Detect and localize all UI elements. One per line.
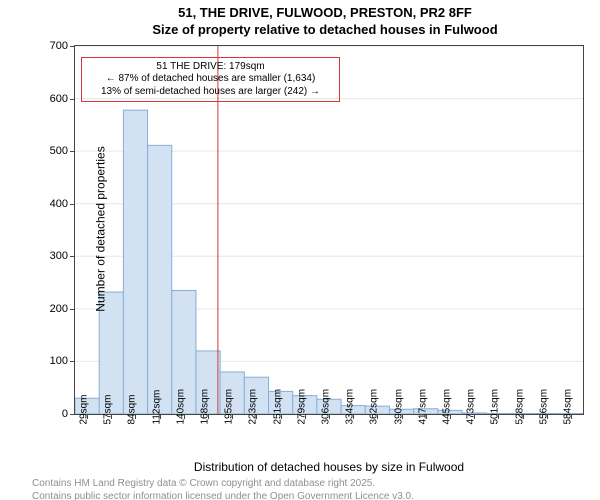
y-axis-label: Number of detached properties [94,146,108,311]
y-tick-label: 100 [38,355,68,367]
title-line-2: Size of property relative to detached ho… [60,22,590,37]
y-tick-label: 600 [38,93,68,105]
annotation-box: 51 THE DRIVE: 179sqm ← 87% of detached h… [81,57,340,103]
footnote: Contains HM Land Registry data © Crown c… [32,478,414,500]
x-axis-label: Distribution of detached houses by size … [74,460,584,474]
title-line-1: 51, THE DRIVE, FULWOOD, PRESTON, PR2 8FF [60,5,590,20]
chart-container: 51, THE DRIVE, FULWOOD, PRESTON, PR2 8FF… [0,0,600,500]
annotation-line-3: 13% of semi-detached houses are larger (… [88,86,333,99]
bar [123,110,147,414]
y-tick-label: 500 [38,145,68,157]
annotation-line-1: 51 THE DRIVE: 179sqm [88,61,333,74]
y-tick-label: 0 [38,408,68,420]
plot-area: 51 THE DRIVE: 179sqm ← 87% of detached h… [74,45,584,415]
footnote-line-2: Contains public sector information licen… [32,491,414,500]
annotation-line-2: ← 87% of detached houses are smaller (1,… [88,73,333,86]
footnote-line-1: Contains HM Land Registry data © Crown c… [32,478,414,491]
bar [148,145,172,414]
y-tick-label: 700 [38,40,68,52]
y-tick-label: 200 [38,303,68,315]
y-tick-label: 400 [38,198,68,210]
y-tick-label: 300 [38,250,68,262]
